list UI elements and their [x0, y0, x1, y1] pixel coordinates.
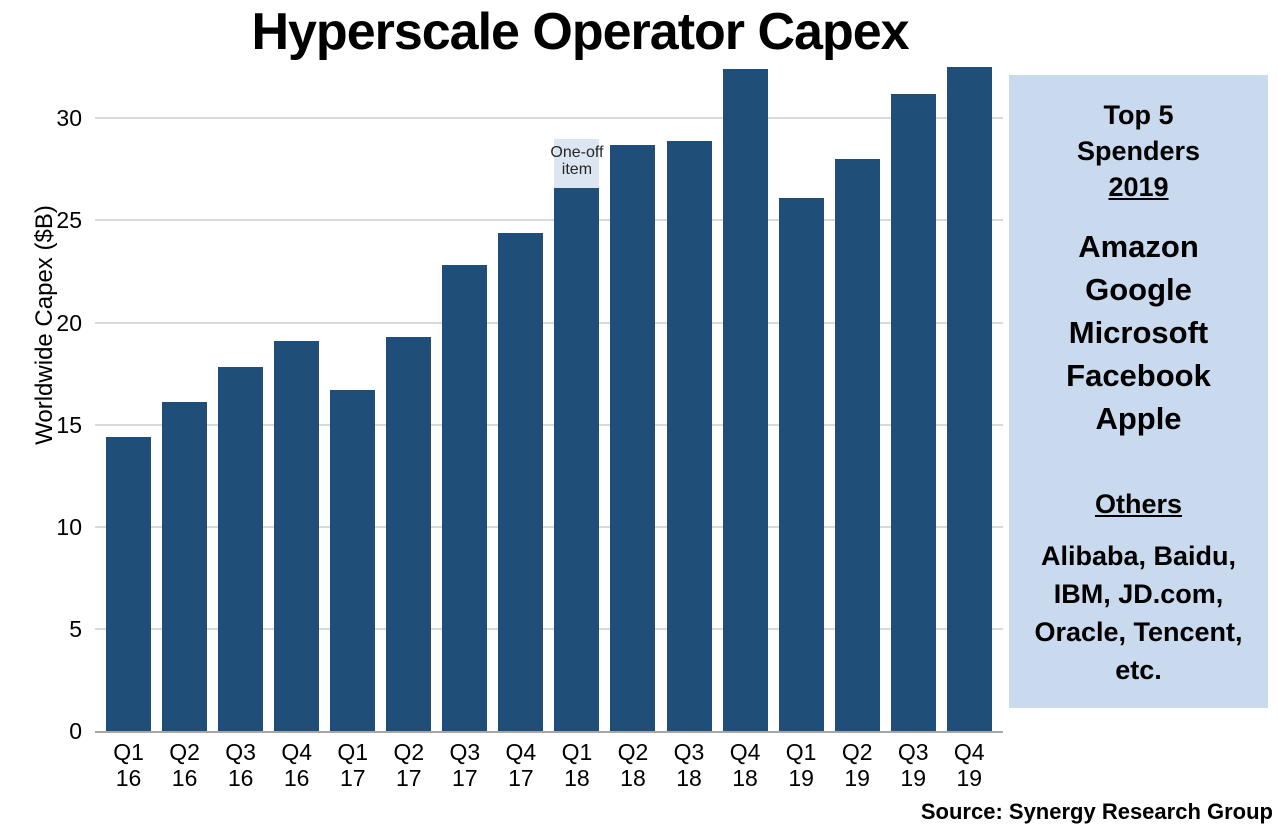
gridline-10	[95, 525, 1003, 528]
bar-q1-18: One-off item	[550, 138, 603, 731]
top-spenders-panel: Top 5 Spenders 2019 Amazon Google Microsoft…	[1009, 75, 1268, 708]
x-tick-q4-18: Q4 18	[729, 739, 761, 791]
company-facebook: Facebook	[1066, 358, 1211, 393]
x-tick-q1-18: Q1 18	[561, 739, 593, 791]
bar-fill	[554, 187, 600, 731]
company-microsoft: Microsoft	[1068, 315, 1209, 350]
x-tick-q3-16: Q3 16	[225, 739, 256, 791]
source-credit: Source: Synergy Research Group	[920, 799, 1273, 824]
bar-q4-16	[274, 340, 320, 731]
top5-company-list: Amazon Google Microsoft Facebook Apple	[1009, 225, 1268, 440]
y-tick-20: 20	[56, 309, 82, 336]
gridline-30	[95, 117, 1003, 120]
x-tick-q3-19: Q3 19	[897, 739, 929, 791]
x-tick-q3-18: Q3 18	[673, 739, 705, 791]
x-tick-q2-18: Q2 18	[617, 739, 649, 791]
bar-q2-16	[162, 402, 208, 731]
chart-title: Hyperscale Operator Capex	[251, 3, 909, 61]
bar-q3-17	[442, 265, 488, 731]
x-tick-q3-17: Q3 17	[449, 739, 481, 791]
gridline-15	[95, 423, 1003, 426]
others-heading: Others	[1094, 489, 1183, 519]
others-heading-line: Others	[1009, 485, 1268, 523]
x-tick-q2-16: Q2 16	[169, 739, 200, 791]
bar-q4-19	[946, 67, 992, 731]
gridline-5	[95, 627, 1003, 630]
x-tick-q2-19: Q2 19	[841, 739, 873, 791]
y-tick-25: 25	[56, 207, 82, 234]
y-tick-15: 15	[56, 411, 82, 438]
y-tick-0: 0	[69, 718, 82, 744]
bar-q2-19	[834, 159, 880, 731]
bar-q1-19	[778, 197, 824, 731]
top5-heading: Top 5 Spenders	[1076, 100, 1201, 166]
top5-year-line: 2019	[1009, 169, 1268, 205]
bar-q1-17	[330, 389, 376, 731]
bar-q2-17	[386, 336, 432, 731]
bar-q4-18	[722, 69, 768, 731]
company-google: Google	[1085, 272, 1192, 307]
company-apple: Apple	[1095, 401, 1182, 436]
y-tick-10: 10	[56, 513, 82, 540]
gridline-20	[95, 321, 1003, 324]
one-off-segment: One-off item	[550, 138, 603, 188]
company-amazon: Amazon	[1078, 229, 1199, 264]
x-axis-tick-labels: Q1 16 Q2 16 Q3 16 Q4 16 Q1 17 Q2 17 Q3 17 Q4 17 Q1 18 Q2 18…	[95, 739, 1003, 791]
one-off-label: One-off item	[550, 143, 604, 178]
plot-area: One-off item	[95, 57, 1003, 733]
x-tick-q1-19: Q1 19	[785, 739, 817, 791]
x-tick-q4-19: Q4 19	[953, 739, 985, 791]
y-tick-5: 5	[69, 615, 82, 642]
bar-series: One-off item	[95, 57, 1003, 731]
bar-q1-16	[106, 436, 152, 731]
bar-q4-17	[498, 232, 544, 731]
top5-year: 2019	[1108, 172, 1169, 202]
x-tick-q1-17: Q1 17	[337, 739, 369, 791]
x-tick-q4-16: Q4 16	[281, 739, 313, 791]
x-tick-q2-17: Q2 17	[393, 739, 425, 791]
bar-q3-16	[218, 367, 264, 731]
bar-q2-18	[610, 144, 656, 731]
y-tick-30: 30	[56, 105, 82, 132]
x-tick-q1-16: Q1 16	[113, 739, 144, 791]
others-list: Alibaba, Baidu, IBM, JD.com, Oracle, Tence…	[1034, 541, 1243, 685]
x-tick-q4-17: Q4 17	[505, 739, 537, 791]
gridline-25	[95, 219, 1003, 222]
bar-q3-18	[666, 140, 712, 731]
bar-q3-19	[890, 93, 936, 731]
